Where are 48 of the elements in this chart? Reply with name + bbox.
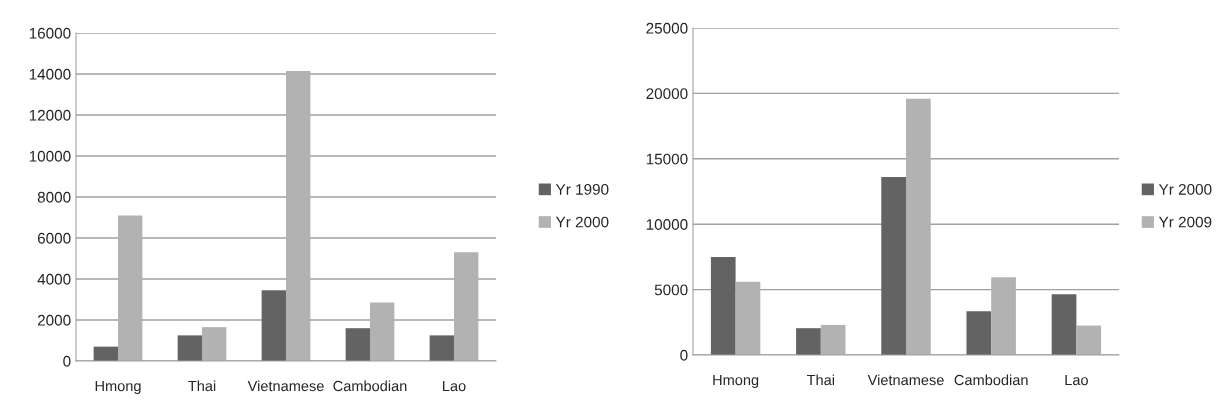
bar [1051,294,1077,355]
y-tick-label: 0 [63,355,71,367]
legend-label: Yr 1990 [555,184,609,195]
bar [202,327,227,361]
bar [881,177,906,355]
bar [820,324,846,355]
y-tick-label: 8000 [37,191,71,203]
bar [177,335,202,361]
bar [261,290,286,361]
y-tick-label: 6000 [37,232,71,244]
bar [906,98,931,355]
bar [429,335,454,361]
y-tick-label: 10000 [646,219,688,230]
x-tick-label: Vietnamese [247,380,324,392]
x-tick-label: Vietnamese [867,374,944,386]
bar [286,70,311,361]
x-tick-label: Thai [806,374,834,386]
x-tick-label: Cambodian [954,374,1028,386]
bar [966,311,992,355]
bar [345,328,370,361]
y-tick-label: 10000 [29,150,71,162]
bar [710,256,736,355]
y-tick-label: 25000 [646,22,688,34]
bar [370,302,395,361]
legend-label: Yr 2009 [1158,216,1212,228]
bar [796,328,821,355]
bar [1076,325,1102,355]
y-tick-label: 0 [680,349,688,361]
y-tick-label: 4000 [37,273,71,285]
y-tick-label: 12000 [29,109,71,121]
legend-label: Yr 2000 [555,216,609,228]
bar [735,281,761,355]
x-tick-label: Cambodian [333,380,407,392]
y-tick-label: 16000 [29,27,71,39]
x-tick-label: Hmong [95,380,141,395]
x-tick-label: Hmong [713,374,759,389]
x-tick-label: Lao [443,380,466,392]
x-tick-label: Thai [188,380,216,392]
y-tick-label: 5000 [654,284,688,296]
y-tick-label: 20000 [646,88,688,100]
bar [454,252,479,361]
legend-label: Yr 2000 [1158,184,1212,195]
bar [991,277,1016,355]
y-tick-label: 15000 [646,153,688,165]
bar [118,215,143,361]
y-tick-label: 2000 [37,314,71,326]
x-tick-label: Lao [1065,374,1088,386]
y-tick-label: 14000 [29,68,71,80]
